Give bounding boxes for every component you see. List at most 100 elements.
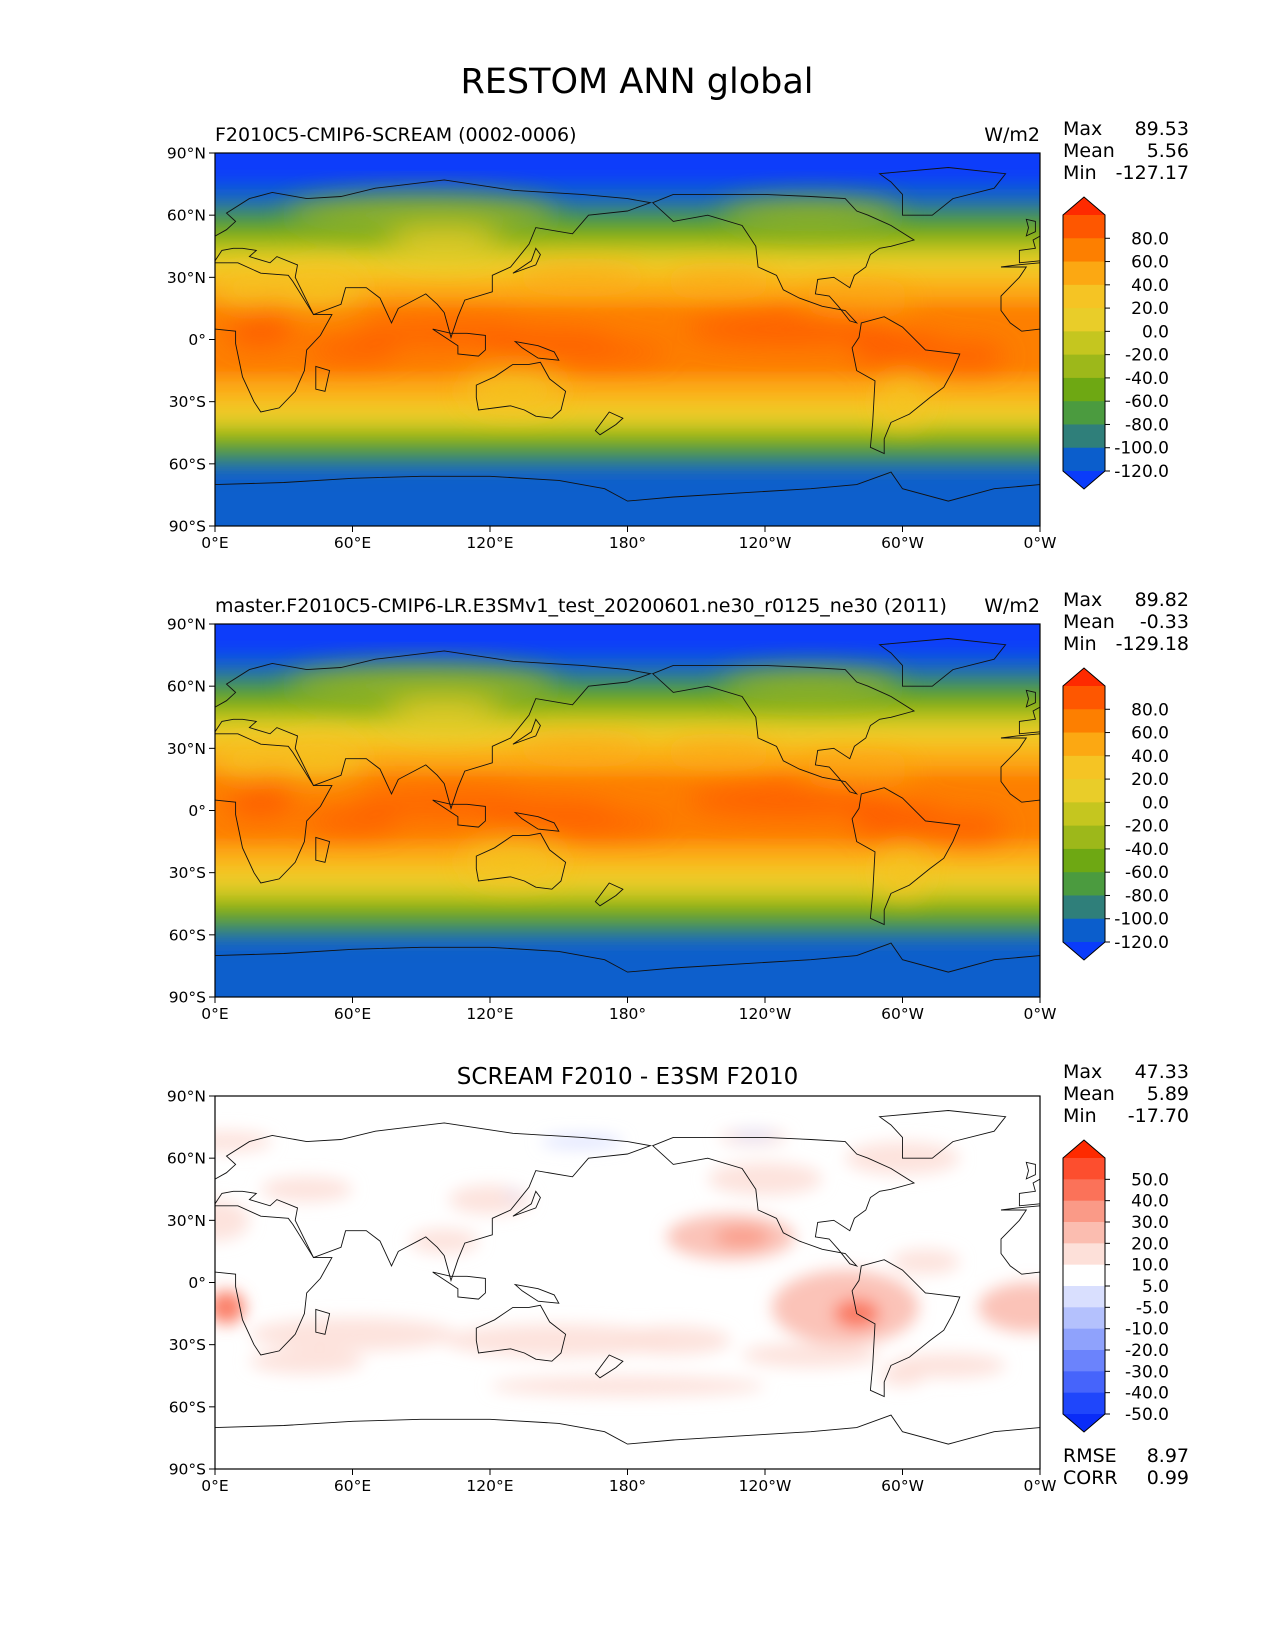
y-tick-label: 0° — [188, 802, 206, 820]
y-tick-label: 90°S — [169, 1461, 206, 1479]
x-tick-label: 120°E — [466, 534, 513, 552]
colorbar-label: -80.0 — [1125, 415, 1169, 435]
colorbar-label: 40.0 — [1131, 276, 1169, 296]
x-tick-label: 60°E — [334, 1005, 371, 1023]
colorbar: 80.0 60.0 40.0 20.0 0.0 -20.0 -40.0 -60.0 -80.0 -… — [1062, 196, 1169, 490]
y-tick-label: 60°S — [169, 1398, 206, 1416]
colorbar-label: -120.0 — [1114, 933, 1169, 953]
x-tick-label: 60°W — [881, 1005, 924, 1023]
y-tick-label: 30°S — [169, 393, 206, 411]
colorbar-label: 10.0 — [1131, 1256, 1169, 1276]
colorbar-label: -20.0 — [1125, 1341, 1169, 1361]
colorbar-label: 20.0 — [1131, 299, 1169, 319]
stat-value-min: -127.17 — [1116, 162, 1189, 184]
x-tick-label: 0°E — [201, 534, 228, 552]
colorbar-label: 80.0 — [1131, 229, 1169, 249]
stat-value-max: 47.33 — [1135, 1061, 1189, 1083]
x-tick-label: 60°E — [334, 534, 371, 552]
stat-value-max: 89.82 — [1135, 589, 1189, 611]
stat-label-mean: Mean — [1063, 1083, 1115, 1105]
y-tick-label: 30°N — [167, 1212, 206, 1230]
colorbar-label: -40.0 — [1125, 1384, 1169, 1404]
x-tick-label: 0°E — [201, 1005, 228, 1023]
colorbar-label: -10.0 — [1125, 1320, 1169, 1340]
x-tick-label: 0°E — [201, 1477, 228, 1495]
colorbar-label: -120.0 — [1114, 462, 1169, 482]
stat-value-mean: 5.56 — [1147, 140, 1189, 162]
coastlines — [215, 1110, 1040, 1469]
stat-label-max: Max — [1063, 1061, 1102, 1083]
colorbar-label: 80.0 — [1131, 700, 1169, 720]
y-tick-label: 90°N — [167, 1088, 206, 1106]
stat-value-rmse: 8.97 — [1147, 1445, 1189, 1467]
y-tick-label: 90°S — [169, 989, 206, 1007]
colorbar-label: -100.0 — [1114, 439, 1169, 459]
stat-label-mean: Mean — [1063, 140, 1115, 162]
x-tick-label: 60°W — [881, 1477, 924, 1495]
stat-label-min: Min — [1063, 1105, 1097, 1127]
x-tick-label: 120°W — [739, 1477, 792, 1495]
map-field — [215, 1096, 1040, 1469]
stat-value-max: 89.53 — [1135, 118, 1189, 140]
colorbar-label: 50.0 — [1131, 1170, 1169, 1190]
x-tick-label: 0°W — [1024, 1477, 1057, 1495]
y-tick-label: 60°N — [167, 207, 206, 225]
y-tick-label: 60°N — [167, 1150, 206, 1168]
x-tick-label: 60°W — [881, 534, 924, 552]
stat-label-min: Min — [1063, 633, 1097, 655]
coastlines — [215, 638, 1040, 997]
colorbar-label: -80.0 — [1125, 886, 1169, 906]
x-tick-label: 60°E — [334, 1477, 371, 1495]
x-tick-label: 120°E — [466, 1005, 513, 1023]
figure-title: RESTOM ANN global — [460, 62, 813, 102]
colorbar-label: -100.0 — [1114, 910, 1169, 930]
y-tick-label: 0° — [188, 1274, 206, 1292]
colorbar-label: -60.0 — [1125, 392, 1169, 412]
x-tick-label: 120°E — [466, 1477, 513, 1495]
coastlines — [215, 167, 1040, 526]
colorbar-label: 0.0 — [1142, 322, 1169, 342]
colorbar-label: -5.0 — [1136, 1298, 1169, 1318]
stat-label-max: Max — [1063, 118, 1102, 140]
x-tick-label: 180° — [609, 534, 646, 552]
stat-value-mean: 5.89 — [1147, 1083, 1189, 1105]
map-panel-3: 0°E 60°E 120°E 180° 120°W 60°W 0°W 90°N 60°N 30°N… — [167, 1061, 1189, 1495]
colorbar-label: -20.0 — [1125, 346, 1169, 366]
stat-label-mean: Mean — [1063, 611, 1115, 633]
panel-units: W/m2 — [984, 124, 1040, 146]
x-tick-label: 0°W — [1024, 534, 1057, 552]
x-tick-label: 180° — [609, 1005, 646, 1023]
y-tick-label: 60°S — [169, 926, 206, 944]
y-tick-label: 30°N — [167, 269, 206, 287]
y-tick-label: 30°N — [167, 740, 206, 758]
y-tick-label: 90°N — [167, 616, 206, 634]
colorbar-label: -30.0 — [1125, 1362, 1169, 1382]
x-tick-label: 0°W — [1024, 1005, 1057, 1023]
colorbar-label: -40.0 — [1125, 840, 1169, 860]
y-tick-label: 30°S — [169, 1336, 206, 1354]
y-tick-label: 90°N — [167, 145, 206, 163]
x-tick-label: 120°W — [739, 534, 792, 552]
stat-value-min: -17.70 — [1128, 1105, 1189, 1127]
colorbar-label: 0.0 — [1142, 793, 1169, 813]
map-field — [215, 153, 1040, 526]
colorbar-label: 60.0 — [1131, 253, 1169, 273]
colorbar: 80.0 60.0 40.0 20.0 0.0 -20.0 -40.0 -60.0 -80.0 -… — [1062, 667, 1169, 961]
y-tick-label: 90°S — [169, 518, 206, 536]
colorbar-label: -20.0 — [1125, 817, 1169, 837]
map-panel-2: 0°E 60°E 120°E 180° 120°W 60°W 0°W 90°N 60°N 30°N… — [167, 589, 1189, 1023]
panels: 0°E 60°E 120°E 180° 120°W 60°W 0°W 90°N 60°N 30°N… — [167, 118, 1189, 1495]
x-tick-label: 120°W — [739, 1005, 792, 1023]
colorbar-label: 40.0 — [1131, 747, 1169, 767]
colorbar-label: 40.0 — [1131, 1192, 1169, 1212]
panel-title: SCREAM F2010 - E3SM F2010 — [457, 1064, 798, 1090]
colorbar-label: 5.0 — [1142, 1277, 1169, 1297]
stat-label-min: Min — [1063, 162, 1097, 184]
colorbar-label: 20.0 — [1131, 770, 1169, 790]
stat-value-corr: 0.99 — [1147, 1467, 1189, 1489]
panel-units: W/m2 — [984, 595, 1040, 617]
x-tick-label: 180° — [609, 1477, 646, 1495]
stat-label-rmse: RMSE — [1063, 1445, 1117, 1467]
y-tick-label: 0° — [188, 331, 206, 349]
